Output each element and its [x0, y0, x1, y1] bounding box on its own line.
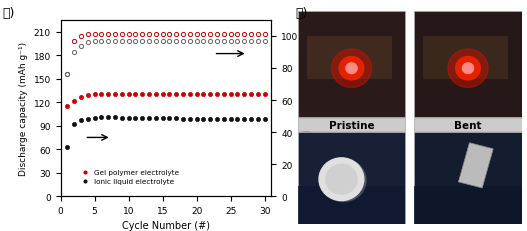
Bar [414, 119, 522, 132]
Circle shape [321, 159, 366, 202]
Bar [307, 37, 392, 79]
Legend: Gel polymer electrolyte, Ionic liquid electrolyte: Gel polymer electrolyte, Ionic liquid el… [75, 167, 182, 188]
Text: 가): 가) [3, 7, 15, 20]
Circle shape [319, 158, 364, 201]
Circle shape [331, 50, 372, 88]
Bar [414, 132, 522, 224]
Bar [298, 132, 405, 224]
Text: Bent: Bent [454, 120, 482, 130]
Bar [298, 12, 405, 118]
Bar [423, 37, 509, 79]
Y-axis label: Coulombic efficiency (%): Coulombic efficiency (%) [304, 52, 313, 165]
Circle shape [326, 164, 357, 194]
Bar [298, 119, 405, 132]
Polygon shape [458, 143, 493, 188]
Text: 나): 나) [295, 7, 307, 20]
Circle shape [448, 50, 488, 88]
Circle shape [346, 64, 357, 74]
Bar [414, 186, 522, 224]
Circle shape [462, 64, 474, 74]
Circle shape [456, 57, 480, 81]
Bar [298, 186, 405, 224]
Text: Pristine: Pristine [329, 120, 374, 130]
Circle shape [339, 57, 364, 81]
X-axis label: Cycle Number (#): Cycle Number (#) [122, 221, 210, 231]
Bar [414, 12, 522, 118]
Y-axis label: Discharge capacity (mAh g⁻¹): Discharge capacity (mAh g⁻¹) [19, 42, 28, 175]
